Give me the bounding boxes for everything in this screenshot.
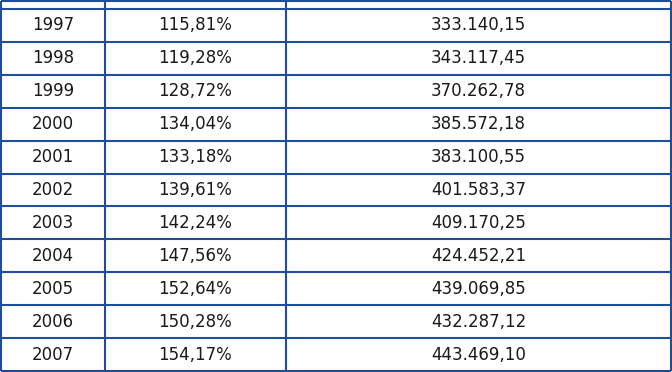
Text: 424.452,21: 424.452,21: [431, 247, 526, 265]
Text: 409.170,25: 409.170,25: [431, 214, 526, 232]
Text: 133,18%: 133,18%: [159, 148, 233, 166]
Text: 370.262,78: 370.262,78: [431, 82, 526, 100]
Text: 115,81%: 115,81%: [159, 16, 233, 35]
Text: 2004: 2004: [32, 247, 74, 265]
Text: 439.069,85: 439.069,85: [431, 280, 526, 298]
Text: 333.140,15: 333.140,15: [431, 16, 526, 35]
Text: 139,61%: 139,61%: [159, 181, 233, 199]
Text: 432.287,12: 432.287,12: [431, 312, 526, 331]
Text: 2007: 2007: [32, 346, 74, 363]
Text: 2003: 2003: [32, 214, 74, 232]
Text: 150,28%: 150,28%: [159, 312, 232, 331]
Text: 2005: 2005: [32, 280, 74, 298]
Text: 152,64%: 152,64%: [159, 280, 232, 298]
Text: 134,04%: 134,04%: [159, 115, 232, 133]
Text: 1997: 1997: [32, 16, 74, 35]
Text: 147,56%: 147,56%: [159, 247, 232, 265]
Text: 2002: 2002: [32, 181, 74, 199]
Text: 142,24%: 142,24%: [159, 214, 233, 232]
Text: 128,72%: 128,72%: [159, 82, 233, 100]
Text: 154,17%: 154,17%: [159, 346, 232, 363]
Text: 443.469,10: 443.469,10: [431, 346, 526, 363]
Text: 119,28%: 119,28%: [159, 49, 233, 67]
Text: 1999: 1999: [32, 82, 74, 100]
Text: 2000: 2000: [32, 115, 74, 133]
Text: 343.117,45: 343.117,45: [431, 49, 526, 67]
Text: 401.583,37: 401.583,37: [431, 181, 526, 199]
Text: 385.572,18: 385.572,18: [431, 115, 526, 133]
Text: 383.100,55: 383.100,55: [431, 148, 526, 166]
Text: 2006: 2006: [32, 312, 74, 331]
Text: 2001: 2001: [32, 148, 74, 166]
Text: 1998: 1998: [32, 49, 74, 67]
